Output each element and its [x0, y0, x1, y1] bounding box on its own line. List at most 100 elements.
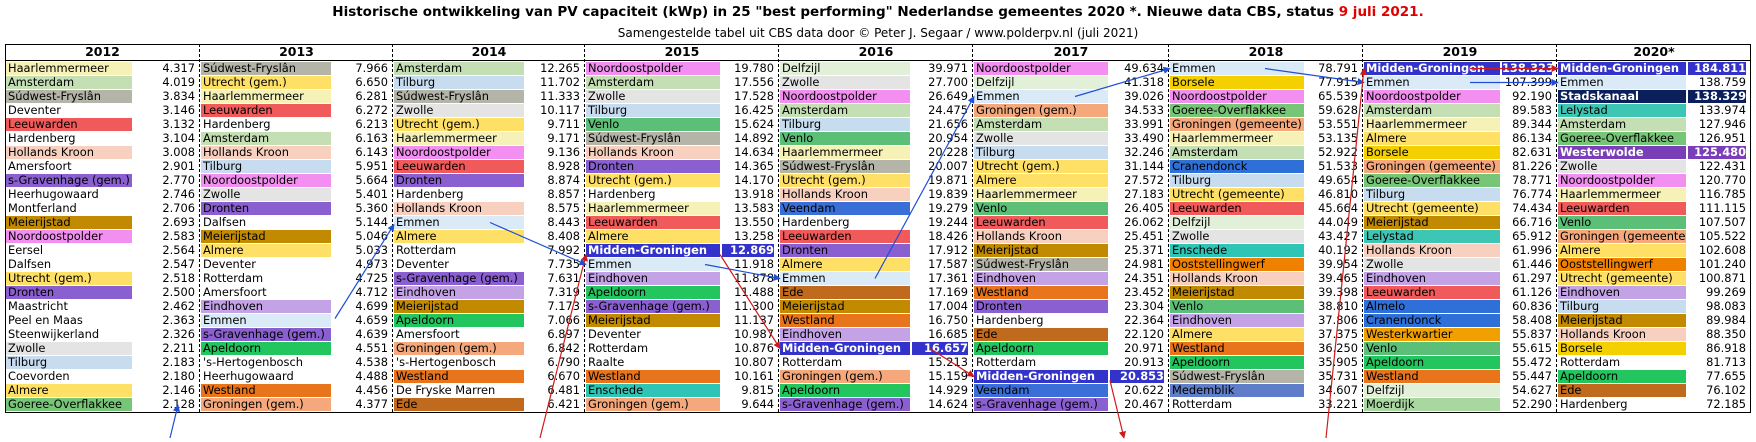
- capacity-value: 33.991: [1124, 117, 1164, 131]
- municipality-name: Borsele: [1558, 342, 1686, 355]
- capacity-value: 2.547: [162, 257, 195, 271]
- capacity-value: 81.713: [1706, 355, 1746, 369]
- capacity-value: 19.871: [928, 173, 968, 187]
- table-row: Midden-Groningen 12.869: [586, 244, 778, 257]
- municipality-name: Cranendonck: [1364, 314, 1500, 327]
- municipality-name: Zwolle: [394, 104, 524, 117]
- municipality-name: Amersfoort: [6, 160, 132, 173]
- municipality-name: Haarlemmermeer: [201, 90, 331, 103]
- table-row: Borsele 86.918: [1558, 342, 1750, 355]
- table-row: Midden-Groningen 20.853: [974, 370, 1168, 383]
- year-header-2012: 2012: [85, 44, 120, 59]
- capacity-value: 100.871: [1698, 271, 1746, 285]
- municipality-name: Amersfoort: [201, 286, 331, 299]
- capacity-value: 2.564: [162, 243, 195, 257]
- table-row: Deventer 3.146: [6, 104, 199, 117]
- table-row: Groningen (gem.) 9.644: [586, 398, 778, 411]
- municipality-name: Amsterdam: [586, 76, 720, 89]
- table-row: Dronten 23.304: [974, 300, 1168, 313]
- capacity-value: 10.987: [734, 327, 774, 341]
- capacity-value: 2.693: [162, 215, 195, 229]
- table-row: Coevorden 2.180: [6, 370, 199, 383]
- capacity-value: 3.132: [162, 117, 195, 131]
- table-row: Haarlemmermeer 53.135: [1170, 132, 1362, 145]
- municipality-name: Haarlemmermeer: [780, 146, 910, 159]
- table-row: Almere 27.572: [974, 174, 1168, 187]
- capacity-value: 6.670: [547, 369, 580, 383]
- capacity-value: 20.622: [1124, 383, 1164, 397]
- municipality-name: Delfzijl: [974, 76, 1108, 89]
- municipality-name: Meierijstad: [6, 216, 132, 229]
- municipality-name: Groningen (gem.): [394, 342, 524, 355]
- capacity-value: 184.811: [1688, 62, 1746, 75]
- capacity-value: 7.966: [355, 61, 388, 75]
- table-row: Apeldoorn 7.066: [394, 314, 584, 327]
- table-row: Steenwijkerland 2.326: [6, 328, 199, 341]
- municipality-name: Haarlemmermeer: [1170, 132, 1304, 145]
- table-row: Amsterdam 6.163: [201, 132, 392, 145]
- capacity-value: 6.143: [355, 145, 388, 159]
- municipality-name: Midden-Groningen: [780, 342, 910, 355]
- capacity-value: 22.120: [1124, 327, 1164, 341]
- column-divider: [1362, 44, 1363, 412]
- municipality-name: s-Gravenhage (gem.): [974, 398, 1108, 411]
- year-header-2016: 2016: [858, 44, 894, 59]
- municipality-name: Venlo: [974, 202, 1108, 215]
- year-header-2014: 2014: [471, 44, 507, 59]
- year-header-2020: 2020*: [1633, 44, 1675, 59]
- header-divider: [5, 60, 1751, 61]
- municipality-name: Westerkwartier: [1364, 328, 1500, 341]
- table-row: Almere 17.587: [780, 258, 972, 271]
- municipality-name: Utrecht (gemeente): [1170, 188, 1304, 201]
- municipality-name: Almere: [394, 230, 524, 243]
- capacity-value: 43.427: [1318, 229, 1358, 243]
- table-row: Venlo 55.615: [1364, 342, 1556, 355]
- capacity-value: 14.170: [734, 173, 774, 187]
- municipality-name: Súdwest-Fryslân: [974, 258, 1108, 271]
- table-row: Delfzijl 39.971: [780, 62, 972, 75]
- table-row: Leeuwarden 61.126: [1364, 286, 1556, 299]
- mg-arrow-5: [1325, 67, 1367, 439]
- capacity-value: 8.857: [547, 187, 580, 201]
- municipality-name: Deventer: [6, 104, 132, 117]
- table-row: Zwolle 2.211: [6, 342, 199, 355]
- capacity-value: 24.981: [1124, 257, 1164, 271]
- capacity-value: 10.876: [734, 341, 774, 355]
- capacity-value: 40.192: [1318, 243, 1358, 257]
- municipality-name: Utrecht (gem.): [586, 174, 720, 187]
- municipality-name: Almelo: [1364, 300, 1500, 313]
- capacity-value: 6.213: [355, 117, 388, 131]
- table-row: Dronten 14.365: [586, 160, 778, 173]
- table-row: Apeldoorn 35.905: [1170, 356, 1362, 369]
- municipality-name: Hollands Kroon: [1364, 244, 1500, 257]
- capacity-value: 11.333: [540, 89, 580, 103]
- capacity-value: 3.104: [162, 131, 195, 145]
- table-row: Meierijstad 39.398: [1170, 286, 1362, 299]
- column-divider: [972, 44, 973, 412]
- table-row: Amsterdam 4.019: [6, 76, 199, 89]
- capacity-value: 55.472: [1512, 355, 1552, 369]
- table-row: Tilburg 76.774: [1364, 188, 1556, 201]
- table-row: Enschede 40.192: [1170, 244, 1362, 257]
- table-row: Hardenberg 3.104: [6, 132, 199, 145]
- table-row: Westerwolde 125.480: [1558, 146, 1750, 159]
- table-row: Tilburg 49.654: [1170, 174, 1362, 187]
- capacity-value: 13.550: [734, 215, 774, 229]
- capacity-value: 46.810: [1318, 187, 1358, 201]
- capacity-value: 34.533: [1124, 103, 1164, 117]
- municipality-name: Amsterdam: [6, 76, 132, 89]
- municipality-name: Hardenberg: [1558, 398, 1686, 411]
- municipality-name: Amsterdam: [394, 62, 524, 75]
- municipality-name: Zwolle: [6, 342, 132, 355]
- municipality-name: Noordoostpolder: [1558, 174, 1686, 187]
- table-row: Almere 86.134: [1364, 132, 1556, 145]
- table-row: Almelo 60.836: [1364, 300, 1556, 313]
- municipality-name: Amsterdam: [1170, 146, 1304, 159]
- capacity-value: 22.364: [1124, 313, 1164, 327]
- table-row: Groningen (gem.) 34.533: [974, 104, 1168, 117]
- municipality-name: Heerhugowaard: [201, 370, 331, 383]
- table-row: Meierijstad 17.004: [780, 300, 972, 313]
- capacity-value: 25.371: [1124, 243, 1164, 257]
- municipality-name: Hollands Kroon: [1170, 272, 1304, 285]
